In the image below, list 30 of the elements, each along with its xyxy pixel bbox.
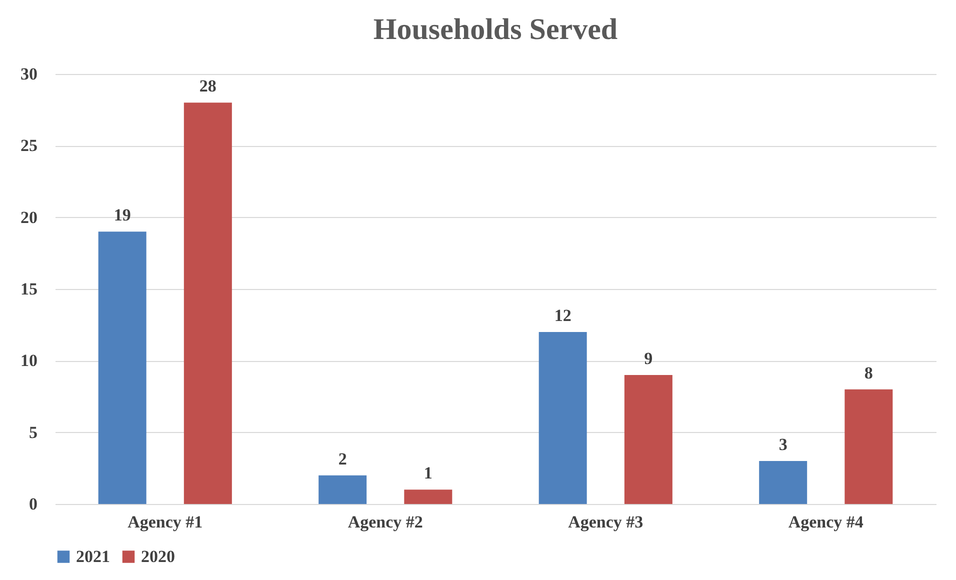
x-tick-label: Agency #4 [788,512,864,532]
data-label: 1 [424,464,432,483]
bar [844,389,893,504]
bar [538,332,587,504]
bar [318,475,367,504]
y-tick-label: 15 [20,280,38,298]
bar [184,102,232,504]
x-tick-label: Agency #1 [128,512,203,532]
y-tick-label: 30 [20,64,38,84]
y-tick-label: 0 [29,494,38,514]
data-label: 8 [864,363,873,382]
x-tick-label: Agency #3 [568,512,644,532]
data-label: 19 [114,206,131,225]
data-label: 3 [778,435,788,454]
x-tick-label: Agency #2 [348,512,423,532]
data-label: 28 [199,76,216,96]
bar [98,232,146,504]
legend-label: 2021 [76,546,110,566]
y-tick-label: 25 [20,136,38,156]
legend-label: 2020 [141,546,175,566]
y-tick-label: 5 [29,422,38,442]
data-label: 9 [644,349,653,368]
y-tick-label: 20 [20,208,38,227]
bar [404,490,452,504]
data-label: 12 [554,306,572,325]
bar [624,375,672,504]
chart-title: Households Served [373,13,618,46]
data-label: 2 [338,449,347,468]
y-tick-label: 10 [20,351,38,370]
bar [759,461,808,504]
